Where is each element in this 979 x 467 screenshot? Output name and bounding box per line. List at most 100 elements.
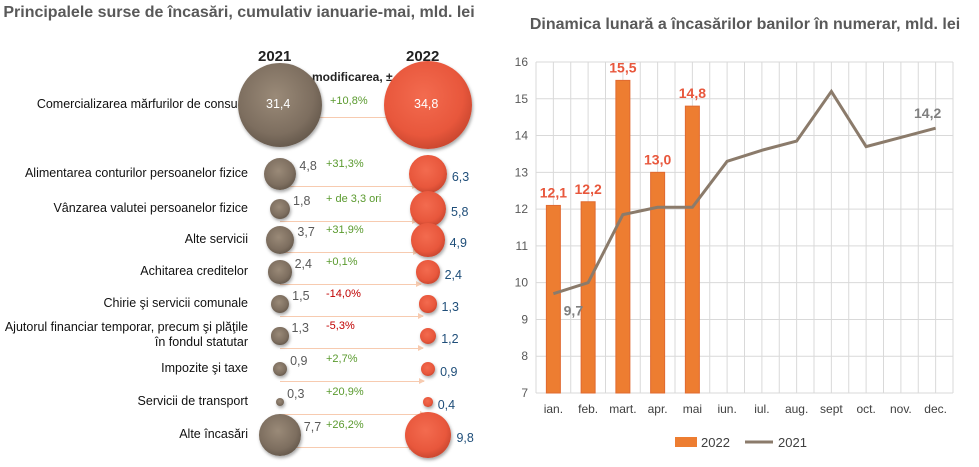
bubble-2021 xyxy=(263,157,297,191)
x-tick-label: sept xyxy=(820,402,843,416)
x-tick-label: nov. xyxy=(890,402,912,416)
bubble-2022 xyxy=(411,223,445,257)
value-2021: 4,8 xyxy=(299,159,317,173)
y-tick-label: 14 xyxy=(515,129,529,143)
change-value: +2,7% xyxy=(326,353,358,365)
y-tick-label: 9 xyxy=(521,312,528,326)
value-2022: 6,3 xyxy=(451,170,470,184)
bubble-2021 xyxy=(259,414,301,456)
legend-label-2021: 2021 xyxy=(778,435,807,450)
value-2021: 1,3 xyxy=(291,321,309,335)
change-value: -14,0% xyxy=(326,288,361,300)
y-tick-label: 12 xyxy=(515,202,529,216)
change-arrow xyxy=(280,345,425,351)
value-2021: 0,9 xyxy=(290,354,308,368)
value-2021: 2,4 xyxy=(294,257,312,271)
bar-2022 xyxy=(684,105,700,394)
x-tick-label: ian. xyxy=(544,402,563,416)
value-2022: 9,8 xyxy=(456,431,474,445)
category-label: Comercializarea mărfurilor de consum xyxy=(36,97,248,111)
change-value: -5,3% xyxy=(326,320,355,332)
x-tick-label: iun. xyxy=(717,402,736,416)
bar-2022 xyxy=(580,201,596,394)
change-value: +26,2% xyxy=(326,419,364,431)
change-arrow xyxy=(280,313,424,319)
y-tick-label: 10 xyxy=(515,276,529,290)
x-tick-label: oct. xyxy=(856,402,875,416)
category-label: Achitarea creditelor xyxy=(140,264,248,278)
value-2022: 0,9 xyxy=(440,365,458,379)
change-arrow xyxy=(280,218,419,224)
bubble-2021 xyxy=(275,397,285,407)
bubble-2022 xyxy=(404,411,452,459)
bubble-2022 xyxy=(416,260,440,284)
bar-data-label: 12,2 xyxy=(575,181,602,197)
bubble-2021 xyxy=(268,260,292,284)
change-value: +0,1% xyxy=(326,256,358,268)
bar-2022 xyxy=(545,204,561,394)
value-2022: 1,2 xyxy=(441,332,459,346)
category-label: Chirie şi servicii comunale xyxy=(103,296,249,310)
bubble-2021 xyxy=(271,327,289,345)
change-value: +31,9% xyxy=(326,224,364,236)
left-chart-title: Principalele surse de încasări, cumulati… xyxy=(3,4,475,21)
change-arrow xyxy=(280,378,425,384)
x-tick-label: aug. xyxy=(785,402,808,416)
monthly-chart: 7 8 9 10 11 12 13 14 15 16 ian. feb. mart. apr. mai iun… xyxy=(515,55,954,450)
value-2021: 1,8 xyxy=(293,194,311,208)
value-2022: 1,3 xyxy=(441,300,459,314)
change-value: +31,3% xyxy=(326,158,364,170)
legend-swatch-2022 xyxy=(675,437,697,447)
bar-data-label: 15,5 xyxy=(609,59,636,75)
change-arrow xyxy=(280,411,427,417)
bar-data-label: 12,1 xyxy=(540,184,567,200)
category-label: Alte servicii xyxy=(184,232,248,246)
category-label: Impozite şi taxe xyxy=(161,361,248,375)
bar-2022 xyxy=(615,79,631,394)
year-2021-header: 2021 xyxy=(258,48,292,65)
x-tick-label: iul. xyxy=(754,402,769,416)
x-tick-label: dec. xyxy=(924,402,947,416)
bubble-2022 xyxy=(420,361,436,377)
y-tick-label: 7 xyxy=(521,386,528,400)
bubble-2021 xyxy=(270,294,290,314)
value-2021: 31,4 xyxy=(266,97,291,111)
value-2021: 1,5 xyxy=(292,289,310,303)
value-2022: 5,8 xyxy=(451,205,469,219)
line-data-label: 9,7 xyxy=(564,303,584,319)
change-arrow xyxy=(280,183,418,189)
bubble-2021 xyxy=(237,62,323,148)
bar-2022 xyxy=(650,171,666,394)
y-tick-label: 13 xyxy=(515,165,529,179)
x-tick-label: mart. xyxy=(609,402,636,416)
bubble-2021 xyxy=(272,361,288,377)
bar-data-label: 14,8 xyxy=(679,85,706,101)
value-2022: 34,8 xyxy=(414,97,439,111)
value-2022: 2,4 xyxy=(444,268,462,282)
value-2021: 7,7 xyxy=(303,420,322,434)
right-chart-title: Dinamica lunară a încasărilor banilor în… xyxy=(529,16,961,33)
change-arrow xyxy=(280,249,420,255)
x-tick-label: apr. xyxy=(648,402,668,416)
bubble-2021 xyxy=(269,198,291,220)
value-2021: 3,7 xyxy=(297,225,315,239)
category-label: Vânzarea valutei persoanelor fizice xyxy=(53,201,248,215)
legend-label-2022: 2022 xyxy=(701,435,730,450)
bubble-2022 xyxy=(423,397,433,407)
value-2022: 4,9 xyxy=(449,236,467,250)
line-data-label: 14,2 xyxy=(914,105,941,121)
bubble-2022 xyxy=(419,295,437,313)
value-2021: 0,3 xyxy=(287,387,305,401)
change-arrow xyxy=(280,281,423,287)
y-tick-label: 15 xyxy=(515,92,529,106)
bar-data-label: 13,0 xyxy=(644,151,671,167)
change-value: + de 3,3 ori xyxy=(326,193,382,205)
category-label: Ajutorul financiar temporar, precum şi p… xyxy=(4,320,248,349)
bubble-2022 xyxy=(409,190,447,228)
category-label: Servicii de transport xyxy=(137,394,248,408)
change-arrow xyxy=(280,444,415,450)
change-value: +10,8% xyxy=(330,95,368,107)
change-value: +20,9% xyxy=(326,386,364,398)
bubble-2021 xyxy=(265,225,295,255)
line-2021 xyxy=(552,88,937,296)
